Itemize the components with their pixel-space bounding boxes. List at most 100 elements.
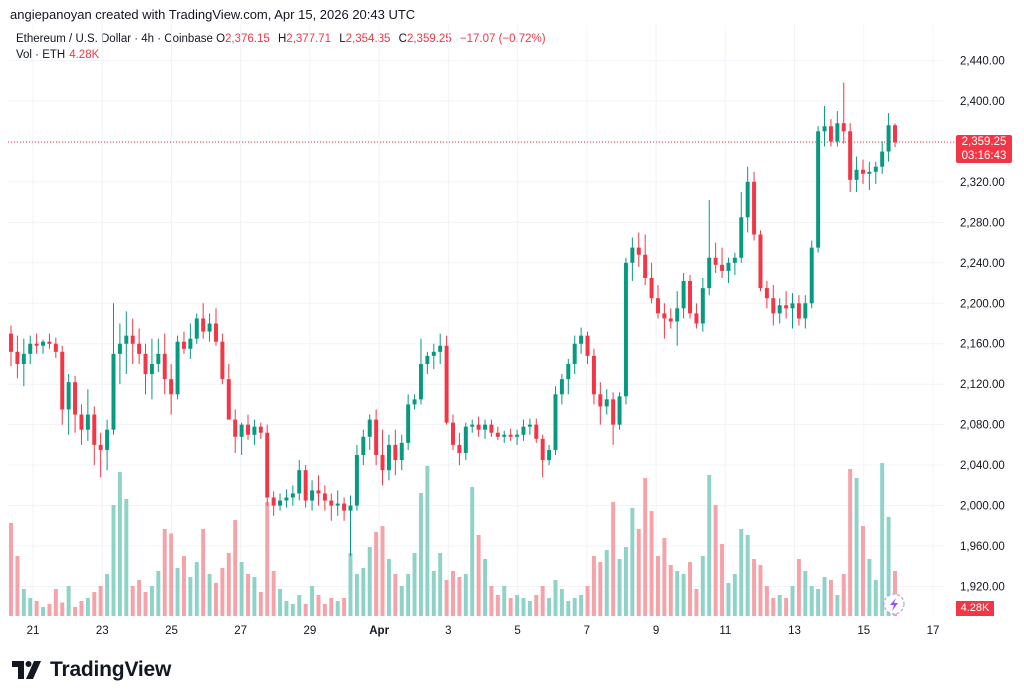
- volume-bar: [41, 607, 46, 616]
- volume-bar: [111, 505, 116, 616]
- candle-body: [124, 335, 129, 344]
- close-value: 2,359.25: [406, 33, 452, 45]
- time-tick-label: 25: [165, 625, 178, 637]
- candle-body: [502, 434, 507, 437]
- volume-bar: [322, 604, 327, 616]
- candle-body: [130, 335, 135, 344]
- price-axis[interactable]: 2,440.002,400.002,360.002,320.002,280.00…: [960, 56, 1005, 594]
- candle-body: [15, 351, 20, 364]
- candle-body: [297, 470, 302, 494]
- candle-body: [745, 181, 750, 218]
- candle-body: [483, 424, 488, 430]
- volume-bar: [700, 556, 705, 616]
- volume-bar: [201, 529, 206, 616]
- volume-bar: [630, 508, 635, 616]
- candle-body: [848, 131, 853, 180]
- candle-body: [329, 500, 334, 506]
- candle-body: [880, 151, 885, 167]
- volume-label[interactable]: Vol · ETH: [16, 49, 66, 61]
- candle-body: [451, 422, 455, 445]
- high-value: 2,377.71: [286, 33, 332, 45]
- volume-bar: [457, 577, 462, 616]
- volume-bar: [662, 538, 667, 616]
- volume-bar: [604, 550, 609, 616]
- candle-body: [752, 181, 757, 235]
- volume-bar: [278, 589, 283, 616]
- volume-bar: [265, 502, 270, 616]
- volume-bar: [393, 574, 398, 616]
- volume-bar: [527, 601, 532, 616]
- volume-bar: [591, 556, 596, 616]
- volume-bar: [329, 598, 334, 616]
- tradingview-logo[interactable]: TradingView: [12, 658, 171, 682]
- candle-body: [617, 396, 622, 425]
- candle-body: [213, 323, 218, 342]
- author-line: angiepanoyan created with TradingView.co…: [10, 7, 416, 22]
- volume-bar: [425, 466, 430, 616]
- candle-body: [547, 449, 552, 461]
- volume-bar: [21, 589, 26, 616]
- volume-bar: [860, 526, 865, 616]
- volume-bar: [342, 598, 347, 616]
- candle-body: [598, 394, 603, 407]
- bar-countdown: 03:16:43: [961, 150, 1007, 163]
- candle-body: [162, 353, 167, 380]
- volume-bar: [579, 595, 584, 616]
- volume-bar: [412, 553, 417, 616]
- symbol-label[interactable]: Ethereum / U.S. Dollar · 4h · Coinbase: [16, 33, 213, 45]
- volume-bar: [438, 553, 443, 616]
- candle-body: [643, 254, 648, 278]
- volume-bar: [726, 583, 731, 616]
- candle-body: [566, 363, 571, 380]
- volume-bar: [559, 589, 564, 616]
- volume-bar: [732, 574, 737, 616]
- candle-body: [649, 277, 654, 299]
- candle-body: [534, 424, 539, 439]
- volume-bar: [258, 592, 263, 616]
- candle-body: [758, 234, 763, 289]
- candle-body: [796, 303, 801, 319]
- volume-bars: [9, 463, 897, 616]
- volume-bar: [495, 595, 500, 616]
- candle-body: [73, 382, 78, 415]
- time-tick-label: 17: [927, 625, 940, 637]
- candle-body: [66, 382, 71, 410]
- candle-body: [290, 493, 295, 498]
- candle-body: [662, 313, 667, 319]
- time-tick-label: 15: [857, 625, 870, 637]
- candle-body: [655, 298, 660, 314]
- candle-body: [515, 434, 520, 437]
- volume-bar: [707, 475, 712, 616]
- time-tick-label: 23: [96, 625, 109, 637]
- volume-bar: [681, 574, 686, 616]
- high-label: H: [277, 33, 287, 45]
- candle-body: [591, 355, 596, 395]
- volume-bar: [816, 589, 821, 616]
- candle-body: [431, 351, 436, 356]
- candlestick-chart[interactable]: 2,440.002,400.002,360.002,320.002,280.00…: [0, 0, 1024, 650]
- candle-body: [117, 343, 122, 354]
- candle-body: [841, 123, 846, 132]
- volume-bar: [655, 556, 660, 616]
- volume-bar: [60, 602, 65, 616]
- volume-bar: [335, 601, 340, 616]
- volume-bar: [771, 598, 776, 616]
- volume-bar: [297, 595, 302, 616]
- candle-body: [707, 257, 712, 289]
- candle-body: [630, 247, 635, 263]
- candle-body: [149, 363, 154, 375]
- volume-bar: [98, 586, 103, 616]
- volume-bar: [694, 589, 699, 616]
- volume-bar: [463, 574, 468, 616]
- price-tick-label: 2,280.00: [960, 217, 1005, 229]
- volume-bar: [47, 604, 52, 616]
- time-axis[interactable]: 21 23 25 27 29 Apr 3 5 7 9 11 13 15 17: [27, 625, 940, 637]
- candle-body: [194, 318, 199, 339]
- price-tick-label: 2,040.00: [960, 460, 1005, 472]
- volume-bar: [841, 574, 846, 616]
- lightning-icon[interactable]: [883, 593, 905, 615]
- volume-bar: [207, 574, 212, 616]
- candle-body: [41, 341, 46, 346]
- volume-bar: [92, 592, 97, 616]
- candle-body: [361, 436, 366, 455]
